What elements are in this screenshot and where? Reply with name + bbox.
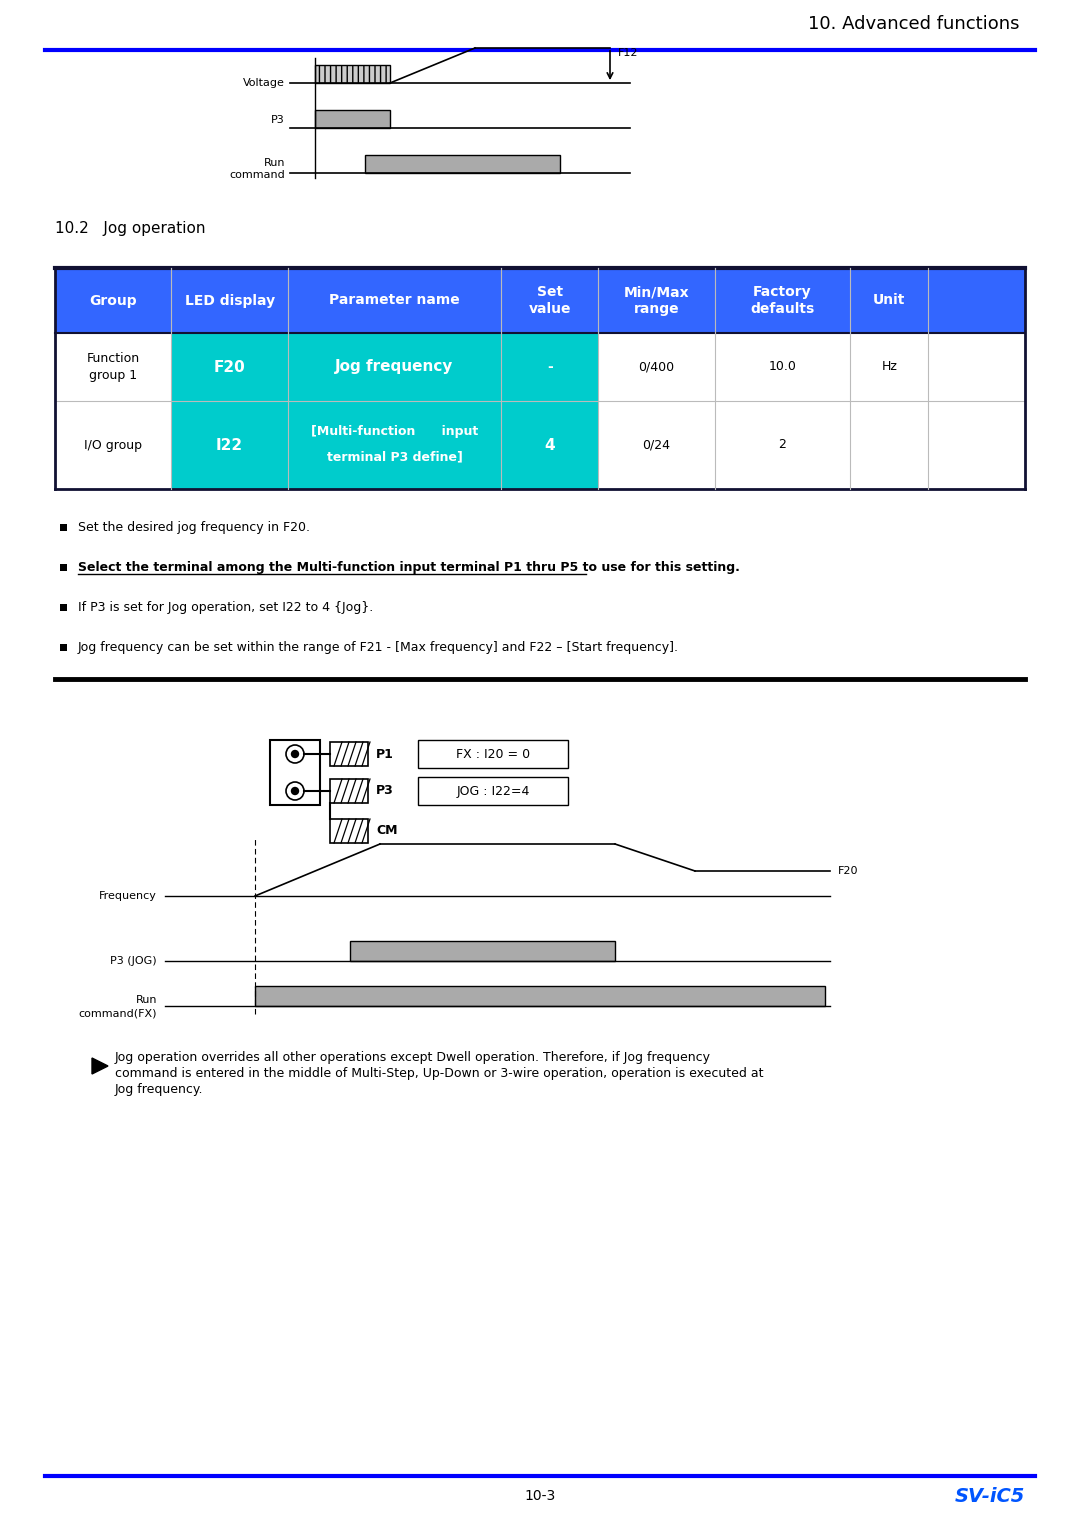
Text: [Multi-function      input: [Multi-function input bbox=[311, 425, 478, 437]
Text: JOG : I22=4: JOG : I22=4 bbox=[457, 784, 529, 798]
Text: group 1: group 1 bbox=[90, 370, 137, 382]
Text: 10. Advanced functions: 10. Advanced functions bbox=[809, 15, 1020, 34]
Bar bbox=[60, 524, 67, 532]
Text: 4: 4 bbox=[544, 437, 555, 452]
Text: 2: 2 bbox=[779, 439, 786, 451]
Bar bbox=[315, 66, 390, 83]
Circle shape bbox=[286, 782, 303, 801]
Text: F20: F20 bbox=[838, 866, 859, 876]
Polygon shape bbox=[330, 779, 368, 804]
Text: Hz: Hz bbox=[881, 361, 897, 373]
Text: CM: CM bbox=[376, 825, 397, 837]
Polygon shape bbox=[92, 1057, 108, 1074]
Text: 0/24: 0/24 bbox=[643, 439, 671, 451]
Bar bbox=[60, 604, 67, 611]
Text: Jog frequency.: Jog frequency. bbox=[114, 1083, 203, 1097]
Bar bbox=[55, 267, 1025, 333]
Polygon shape bbox=[330, 743, 368, 766]
Text: Jog operation overrides all other operations except Dwell operation. Therefore, : Jog operation overrides all other operat… bbox=[114, 1051, 711, 1065]
Text: Voltage: Voltage bbox=[243, 78, 285, 89]
Text: P3: P3 bbox=[376, 784, 394, 798]
Text: command(FX): command(FX) bbox=[79, 1008, 157, 1018]
Text: P3 (JOG): P3 (JOG) bbox=[110, 957, 157, 966]
Text: F12: F12 bbox=[618, 47, 638, 58]
Text: LED display: LED display bbox=[185, 293, 274, 307]
Circle shape bbox=[286, 746, 303, 762]
Text: P3: P3 bbox=[271, 115, 285, 125]
Bar bbox=[365, 154, 561, 173]
Text: Run: Run bbox=[264, 157, 285, 168]
Polygon shape bbox=[330, 819, 368, 843]
Text: Parameter name: Parameter name bbox=[329, 293, 460, 307]
Bar bbox=[60, 643, 67, 651]
Circle shape bbox=[292, 787, 298, 795]
Text: Group: Group bbox=[90, 293, 137, 307]
Bar bbox=[255, 986, 825, 1005]
Bar bbox=[60, 564, 67, 571]
Bar bbox=[350, 941, 615, 961]
Bar bbox=[172, 333, 598, 400]
Text: command: command bbox=[229, 170, 285, 180]
Text: P1: P1 bbox=[376, 747, 394, 761]
Text: Function: Function bbox=[86, 351, 139, 365]
Text: Jog frequency can be set within the range of F21 - [Max frequency] and F22 – [St: Jog frequency can be set within the rang… bbox=[78, 640, 679, 654]
Text: -: - bbox=[546, 361, 553, 374]
Text: Jog frequency: Jog frequency bbox=[335, 359, 454, 374]
Text: Set
value: Set value bbox=[528, 286, 571, 316]
Bar bbox=[270, 740, 320, 805]
Text: command is entered in the middle of Multi-Step, Up-Down or 3-wire operation, ope: command is entered in the middle of Mult… bbox=[114, 1068, 764, 1080]
Bar bbox=[418, 778, 568, 805]
Bar bbox=[172, 400, 598, 489]
Text: Select the terminal among the Multi-function input terminal P1 thru P5 to use fo: Select the terminal among the Multi-func… bbox=[78, 561, 740, 573]
Text: terminal P3 define]: terminal P3 define] bbox=[326, 451, 462, 463]
Text: 10-3: 10-3 bbox=[525, 1488, 555, 1504]
Text: 0/400: 0/400 bbox=[638, 361, 675, 373]
Text: SV-iC5: SV-iC5 bbox=[955, 1487, 1025, 1505]
Bar bbox=[418, 740, 568, 769]
Text: I/O group: I/O group bbox=[84, 439, 143, 451]
Text: Unit: Unit bbox=[873, 293, 905, 307]
Text: F20: F20 bbox=[214, 359, 245, 374]
Circle shape bbox=[292, 750, 298, 758]
Text: Run: Run bbox=[135, 995, 157, 1005]
Text: If P3 is set for Jog operation, set I22 to 4 {Jog}.: If P3 is set for Jog operation, set I22 … bbox=[78, 601, 374, 614]
Text: 10.0: 10.0 bbox=[769, 361, 796, 373]
Text: Set the desired jog frequency in F20.: Set the desired jog frequency in F20. bbox=[78, 521, 310, 533]
Text: Factory
defaults: Factory defaults bbox=[751, 286, 814, 316]
Text: Min/Max
range: Min/Max range bbox=[623, 286, 689, 316]
Bar bbox=[315, 110, 390, 128]
Text: 10.2   Jog operation: 10.2 Jog operation bbox=[55, 220, 205, 235]
Text: I22: I22 bbox=[216, 437, 243, 452]
Text: FX : I20 = 0: FX : I20 = 0 bbox=[456, 747, 530, 761]
Text: Frequency: Frequency bbox=[99, 891, 157, 902]
